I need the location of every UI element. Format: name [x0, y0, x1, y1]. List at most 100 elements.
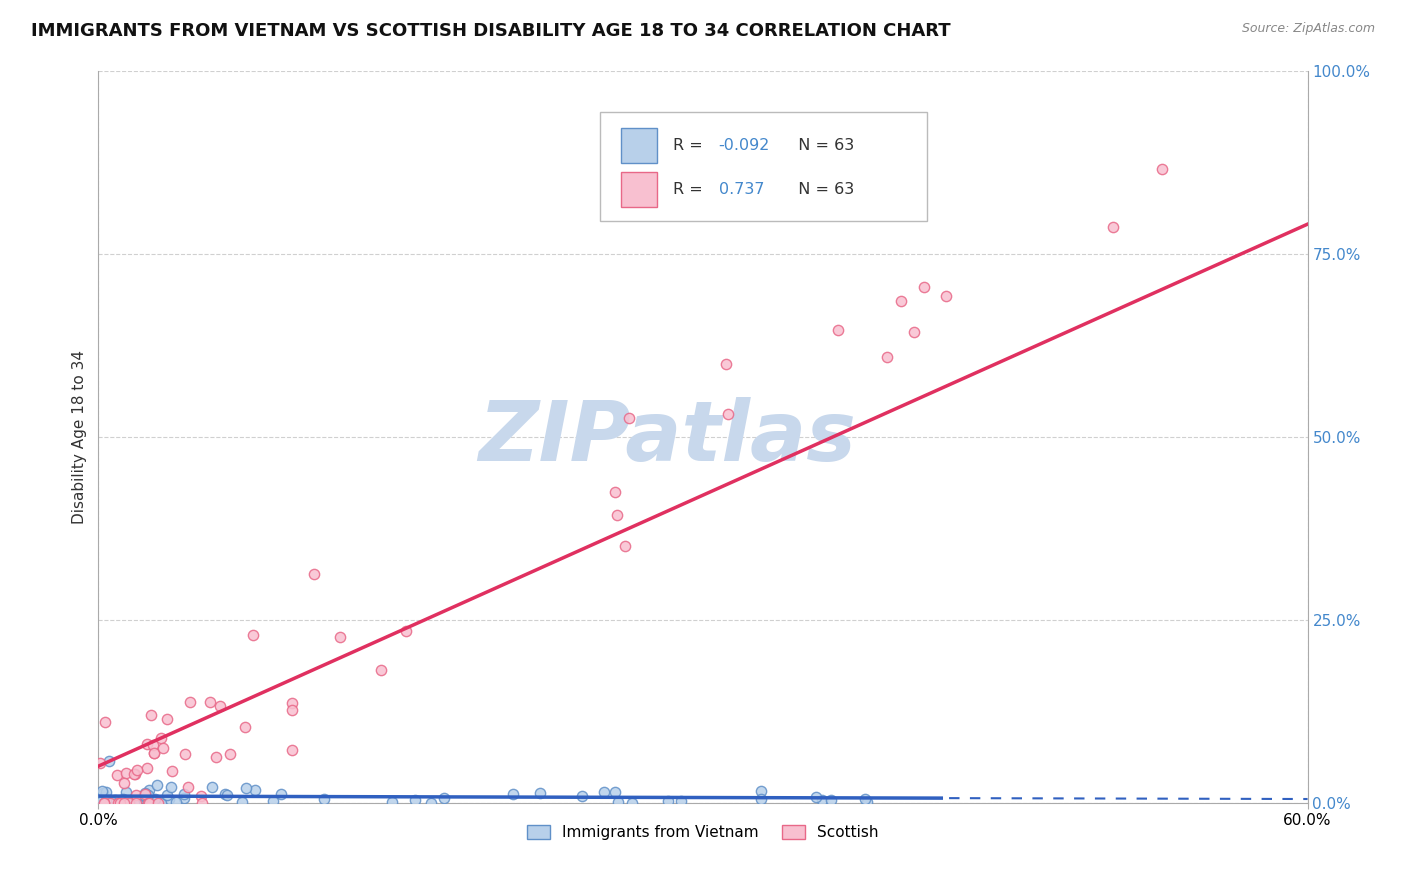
Point	[149, 731, 172, 745]
Point	[118, 796, 141, 810]
Text: Source: ZipAtlas.com: Source: ZipAtlas.com	[1241, 22, 1375, 36]
Point	[1150, 162, 1173, 177]
Point	[125, 796, 148, 810]
Point	[101, 796, 124, 810]
Point	[157, 792, 180, 806]
Point	[89, 756, 111, 771]
Text: N = 63: N = 63	[787, 182, 853, 196]
Point	[98, 796, 121, 810]
Point	[242, 628, 264, 642]
Text: ZIPatlas: ZIPatlas	[478, 397, 856, 477]
Point	[200, 694, 222, 708]
Point	[804, 789, 827, 804]
Point	[404, 793, 426, 807]
Point	[125, 764, 148, 778]
Point	[262, 794, 284, 808]
Point	[96, 785, 118, 799]
Point	[856, 795, 879, 809]
Point	[571, 789, 593, 804]
Point	[156, 713, 179, 727]
Text: IMMIGRANTS FROM VIETNAM VS SCOTTISH DISABILITY AGE 18 TO 34 CORRELATION CHART: IMMIGRANTS FROM VIETNAM VS SCOTTISH DISA…	[31, 22, 950, 40]
Point	[150, 796, 173, 810]
Point	[370, 663, 392, 677]
Point	[209, 698, 232, 713]
Point	[134, 786, 156, 800]
Point	[136, 796, 159, 810]
Text: R =: R =	[672, 137, 707, 153]
Point	[329, 630, 352, 644]
Point	[191, 796, 214, 810]
Point	[173, 791, 195, 805]
Point	[173, 787, 195, 801]
Point	[159, 780, 181, 794]
Point	[811, 793, 834, 807]
Point	[156, 789, 179, 803]
Point	[162, 764, 184, 779]
Point	[603, 785, 626, 799]
FancyBboxPatch shape	[600, 112, 927, 221]
Point	[114, 776, 136, 790]
Point	[93, 796, 115, 810]
Point	[91, 786, 114, 800]
Point	[281, 696, 304, 710]
Point	[90, 784, 112, 798]
Point	[903, 325, 925, 339]
Text: 0.737: 0.737	[718, 182, 765, 196]
Point	[97, 754, 120, 768]
Point	[617, 411, 640, 425]
Point	[714, 357, 737, 371]
Point	[146, 796, 169, 810]
Point	[114, 766, 136, 780]
Point	[233, 720, 256, 734]
Point	[827, 323, 849, 337]
Point	[135, 761, 157, 775]
Point	[749, 791, 772, 805]
Point	[141, 796, 163, 810]
Point	[201, 780, 224, 794]
Point	[111, 791, 134, 805]
Point	[529, 785, 551, 799]
Point	[243, 782, 266, 797]
Text: R =: R =	[672, 182, 713, 196]
Point	[122, 766, 145, 780]
Point	[281, 743, 304, 757]
Point	[876, 351, 898, 365]
Point	[912, 280, 935, 294]
Point	[657, 794, 679, 808]
Point	[381, 795, 404, 809]
Point	[890, 293, 912, 308]
Point	[820, 793, 842, 807]
Point	[139, 707, 162, 722]
Point	[217, 788, 239, 802]
Point	[93, 796, 115, 810]
Point	[124, 767, 146, 781]
Point	[214, 788, 236, 802]
Legend: Immigrants from Vietnam, Scottish: Immigrants from Vietnam, Scottish	[522, 819, 884, 847]
Text: -0.092: -0.092	[718, 137, 770, 153]
Point	[205, 750, 228, 764]
Point	[173, 747, 195, 761]
Text: N = 63: N = 63	[787, 137, 853, 153]
Point	[143, 792, 166, 806]
Point	[716, 407, 738, 421]
Point	[190, 789, 212, 803]
Point	[592, 785, 614, 799]
Point	[235, 781, 257, 796]
Point	[419, 796, 441, 810]
Point	[138, 796, 160, 810]
Point	[138, 788, 160, 802]
Point	[312, 792, 335, 806]
Point	[112, 796, 135, 810]
Point	[669, 794, 692, 808]
FancyBboxPatch shape	[621, 128, 657, 163]
Point	[281, 703, 304, 717]
Point	[141, 792, 163, 806]
Point	[94, 715, 117, 730]
Point	[179, 695, 201, 709]
Point	[104, 793, 127, 807]
Point	[143, 747, 166, 761]
Point	[136, 737, 159, 751]
Point	[138, 782, 160, 797]
Point	[134, 787, 156, 801]
Point	[118, 795, 141, 809]
